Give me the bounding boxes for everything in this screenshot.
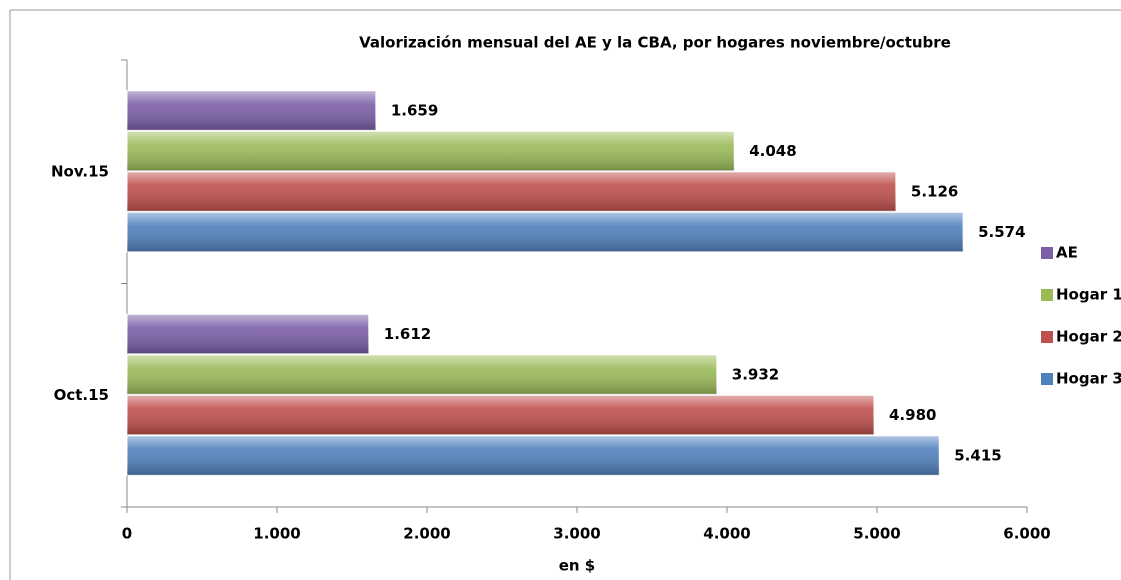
x-axis-label: en $ — [559, 557, 596, 575]
y-tick-label: Oct.15 — [54, 386, 109, 404]
x-tick-label: 0 — [122, 525, 132, 543]
bar — [126, 171, 897, 212]
legend-label: Hogar 2 — [1056, 328, 1121, 346]
legend-label: AE — [1056, 244, 1078, 262]
x-tick-label: 4.000 — [703, 525, 750, 543]
data-label: 1.659 — [391, 102, 438, 120]
bar — [126, 313, 370, 355]
legend-swatch — [1041, 289, 1053, 301]
bar — [126, 354, 718, 395]
data-label: 5.574 — [978, 223, 1025, 241]
x-tick-label: 3.000 — [553, 525, 600, 543]
legend-label: Hogar 1 — [1056, 286, 1121, 304]
y-tick-label: Nov.15 — [51, 162, 109, 180]
data-label: 4.980 — [889, 406, 936, 424]
bar — [126, 394, 875, 436]
data-label: 1.612 — [384, 325, 431, 343]
bar — [126, 435, 940, 476]
data-label: 4.048 — [749, 142, 796, 160]
x-tick-label: 1.000 — [253, 525, 300, 543]
x-tick-label: 5.000 — [853, 525, 900, 543]
legend-label: Hogar 3 — [1056, 370, 1121, 388]
bar — [126, 130, 735, 172]
data-label: 3.932 — [732, 366, 779, 384]
x-tick-label: 6.000 — [1003, 525, 1050, 543]
x-tick-label: 2.000 — [403, 525, 450, 543]
bar — [126, 211, 964, 253]
data-label: 5.126 — [911, 183, 958, 201]
chart-title: Valorización mensual del AE y la CBA, po… — [359, 34, 951, 52]
legend-swatch — [1041, 331, 1053, 343]
legend-swatch — [1041, 247, 1053, 259]
data-label: 5.415 — [954, 447, 1001, 465]
legend-swatch — [1041, 373, 1053, 385]
bar — [126, 90, 377, 131]
